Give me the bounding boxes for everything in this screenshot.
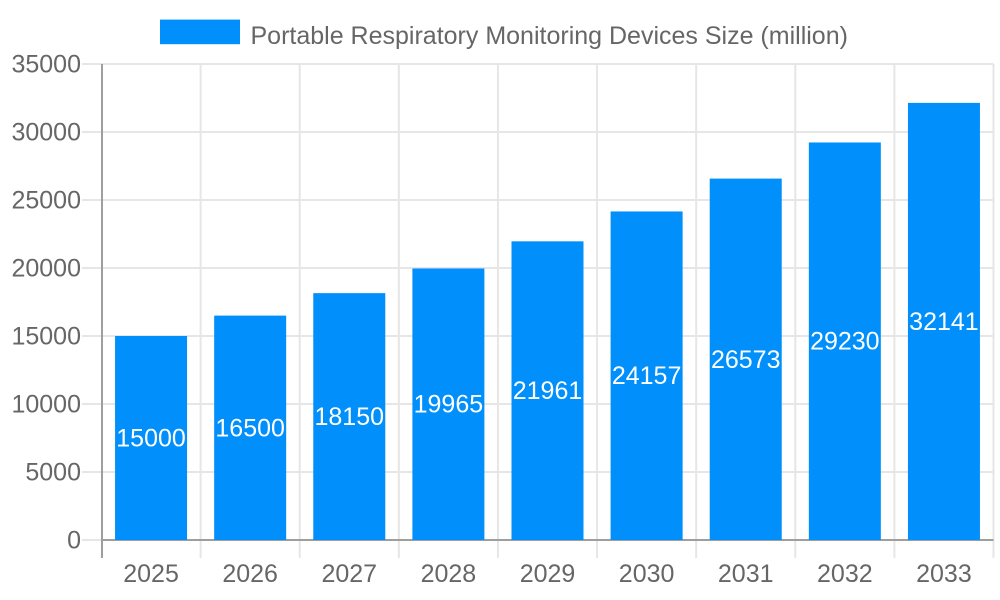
svg-text:20000: 20000	[11, 255, 81, 283]
svg-text:2025: 2025	[123, 560, 179, 588]
svg-text:10000: 10000	[11, 391, 81, 419]
svg-text:2031: 2031	[718, 560, 774, 588]
svg-text:26573: 26573	[711, 346, 781, 374]
svg-text:Portable Respiratory Monitorin: Portable Respiratory Monitoring Devices …	[251, 22, 848, 50]
svg-text:2030: 2030	[619, 560, 675, 588]
svg-text:2032: 2032	[817, 560, 873, 588]
svg-text:0: 0	[67, 527, 81, 555]
svg-text:19965: 19965	[414, 391, 484, 419]
svg-text:15000: 15000	[11, 323, 81, 351]
svg-text:18150: 18150	[315, 403, 385, 431]
svg-text:25000: 25000	[11, 187, 81, 215]
svg-text:29230: 29230	[810, 328, 880, 356]
svg-text:2026: 2026	[222, 560, 278, 588]
svg-text:32141: 32141	[909, 308, 979, 336]
svg-text:15000: 15000	[116, 425, 186, 453]
svg-text:2027: 2027	[321, 560, 377, 588]
svg-text:2029: 2029	[520, 560, 576, 588]
svg-text:24157: 24157	[612, 362, 682, 390]
svg-text:2033: 2033	[916, 560, 972, 588]
svg-text:21961: 21961	[513, 377, 583, 405]
svg-text:5000: 5000	[25, 459, 81, 487]
svg-text:16500: 16500	[215, 414, 285, 442]
svg-text:35000: 35000	[11, 51, 81, 79]
svg-text:2028: 2028	[421, 560, 477, 588]
svg-text:30000: 30000	[11, 119, 81, 147]
